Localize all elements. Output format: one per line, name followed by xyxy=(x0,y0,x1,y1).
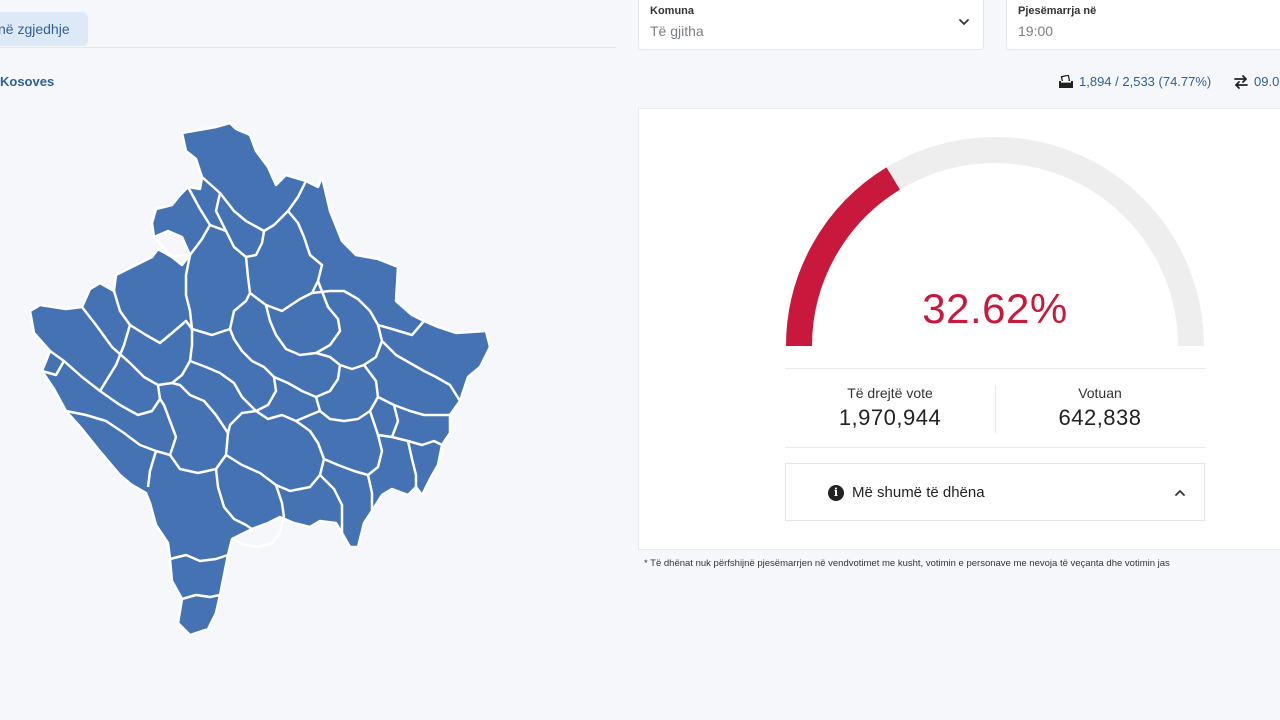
info-circle-icon: i xyxy=(828,484,844,501)
gauge-fill xyxy=(786,167,901,347)
polling-stations-value: 1,894 / 2,533 (74.77%) xyxy=(1079,74,1212,89)
municipality-value: Të gjitha xyxy=(650,23,704,39)
turnout-gauge xyxy=(786,137,1204,347)
eligible-voters-label: Të drejtë vote xyxy=(847,385,933,401)
municipality-select[interactable]: Komuna Të gjitha xyxy=(638,0,984,50)
updated-stat: 09.0 xyxy=(1233,74,1279,89)
municipality-label: Komuna xyxy=(650,5,694,17)
arrows-exchange-icon xyxy=(1234,74,1248,89)
voted-value: 642,838 xyxy=(1058,405,1142,430)
chevron-up-icon[interactable] xyxy=(1174,488,1186,498)
turnout-time-value: 19:00 xyxy=(1018,23,1054,39)
map-outline[interactable] xyxy=(28,121,492,637)
tab-elections[interactable]: në zgjedhje xyxy=(0,12,88,46)
turnout-time-label: Pjesëmarrja në xyxy=(1018,5,1097,17)
voted-label: Votuan xyxy=(1078,385,1122,401)
eligible-voters-value: 1,970,944 xyxy=(838,405,942,430)
kosovo-map-svg[interactable] xyxy=(20,115,500,645)
turnout-time-select[interactable]: Pjesëmarrja në 19:00 xyxy=(1006,0,1280,50)
tab-label: në zgjedhje xyxy=(0,21,70,37)
turnout-card: 32.62% Të drejtë vote 1,970,944 Votuan 6… xyxy=(638,108,1280,550)
more-data-inner[interactable]: i Më shumë të dhëna xyxy=(828,484,985,501)
ballot-box-icon xyxy=(1059,74,1073,88)
voted-stat: Votuan 642,838 xyxy=(995,385,1205,431)
more-data-toggle[interactable]: i Më shumë të dhëna xyxy=(785,463,1205,521)
polling-stations-stat: 1,894 / 2,533 (74.77%) xyxy=(1058,74,1211,89)
divider-bottom xyxy=(785,447,1205,448)
kosovo-map[interactable] xyxy=(20,115,500,645)
stat-separator xyxy=(995,385,996,433)
updated-value: 09.0 xyxy=(1254,74,1280,89)
chevron-down-icon[interactable] xyxy=(957,15,971,29)
turnout-percent: 32.62% xyxy=(922,285,1068,332)
footnote: * Të dhënat nuk përfshijnë pjesëmarrjen … xyxy=(644,558,1170,569)
more-data-label: Më shumë të dhëna xyxy=(852,484,985,501)
region-title: Kosoves xyxy=(0,74,55,89)
tab-divider xyxy=(0,47,616,48)
divider-top xyxy=(785,368,1205,369)
eligible-voters-stat: Të drejtë vote 1,970,944 xyxy=(785,385,995,431)
